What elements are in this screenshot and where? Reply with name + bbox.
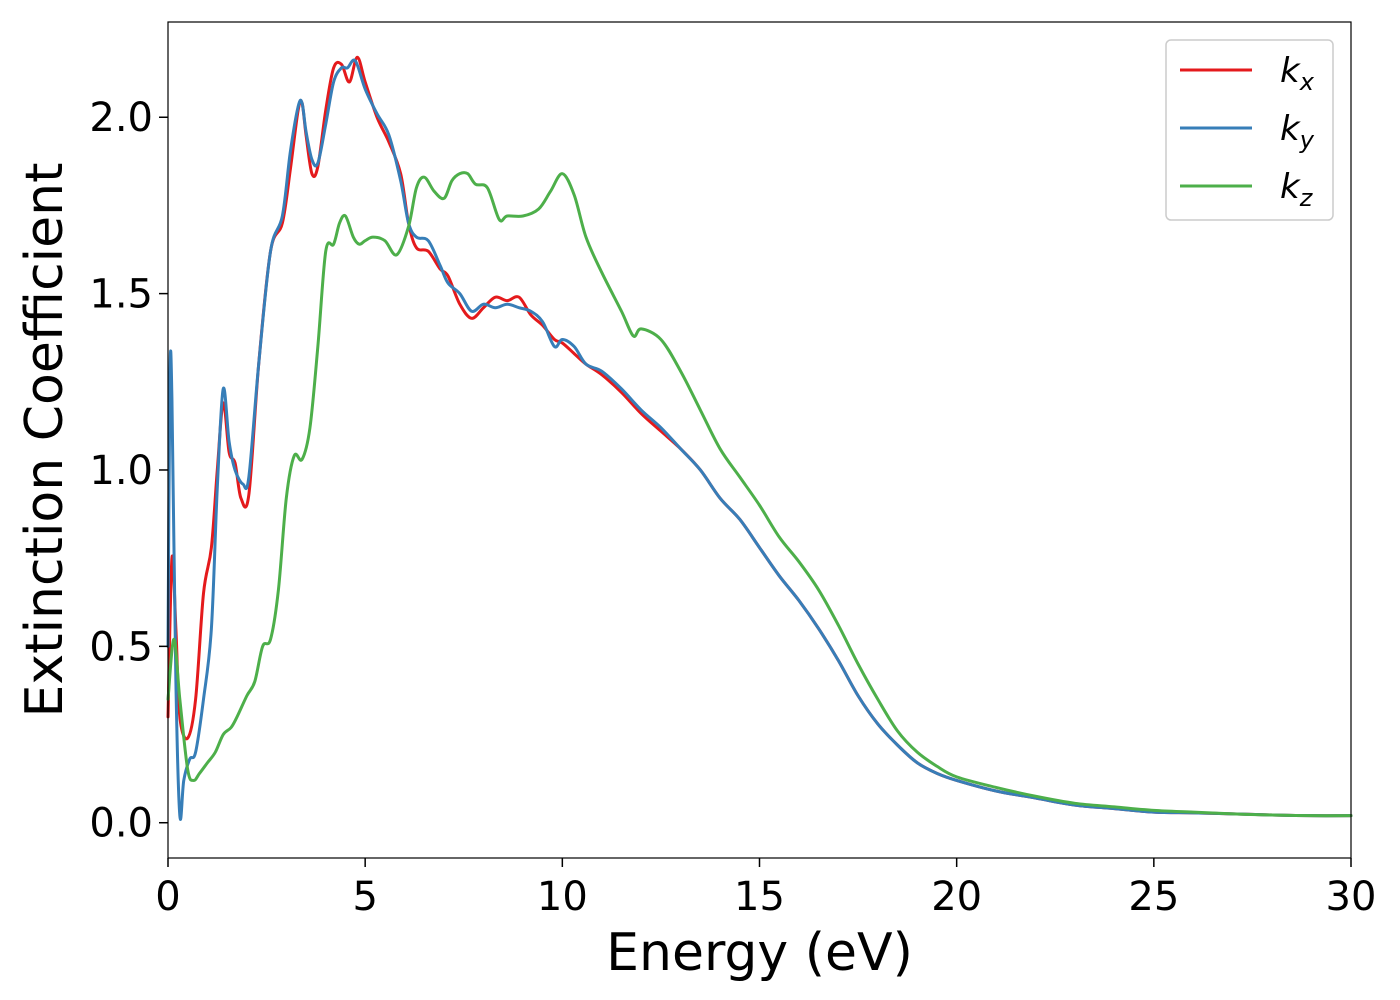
- x-axis-title: Energy (eV): [606, 923, 913, 983]
- x-tick-label: 5: [352, 874, 377, 920]
- x-tick-label: 10: [537, 874, 588, 920]
- y-axis-ticks: 0.0 0.5 1.0 1.5 2.0: [89, 95, 168, 847]
- x-tick-label: 15: [734, 874, 785, 920]
- series-line-z: [166, 171, 1353, 818]
- x-tick-label: 0: [155, 874, 180, 920]
- legend: kx ky kz: [1165, 39, 1334, 221]
- x-tick-label: 25: [1128, 874, 1179, 920]
- legend-frame: [1165, 39, 1334, 221]
- legend-label-x: kx: [1280, 51, 1315, 96]
- legend-label-y: ky: [1280, 109, 1315, 154]
- y-tick-label: 2.0: [89, 95, 153, 141]
- y-tick-label: 0.0: [89, 801, 153, 847]
- legend-label-z: kz: [1280, 167, 1314, 212]
- series-line-y: [166, 58, 1353, 821]
- y-axis-title: Extinction Coefficient: [15, 163, 75, 718]
- y-tick-label: 0.5: [89, 624, 153, 670]
- x-tick-label: 20: [931, 874, 982, 920]
- y-tick-label: 1.0: [89, 448, 153, 494]
- series-layer: [166, 55, 1353, 821]
- x-tick-label: 30: [1326, 874, 1377, 920]
- y-tick-label: 1.5: [89, 272, 153, 318]
- x-axis-ticks: 0 5 10 15 20 25 30: [155, 858, 1376, 920]
